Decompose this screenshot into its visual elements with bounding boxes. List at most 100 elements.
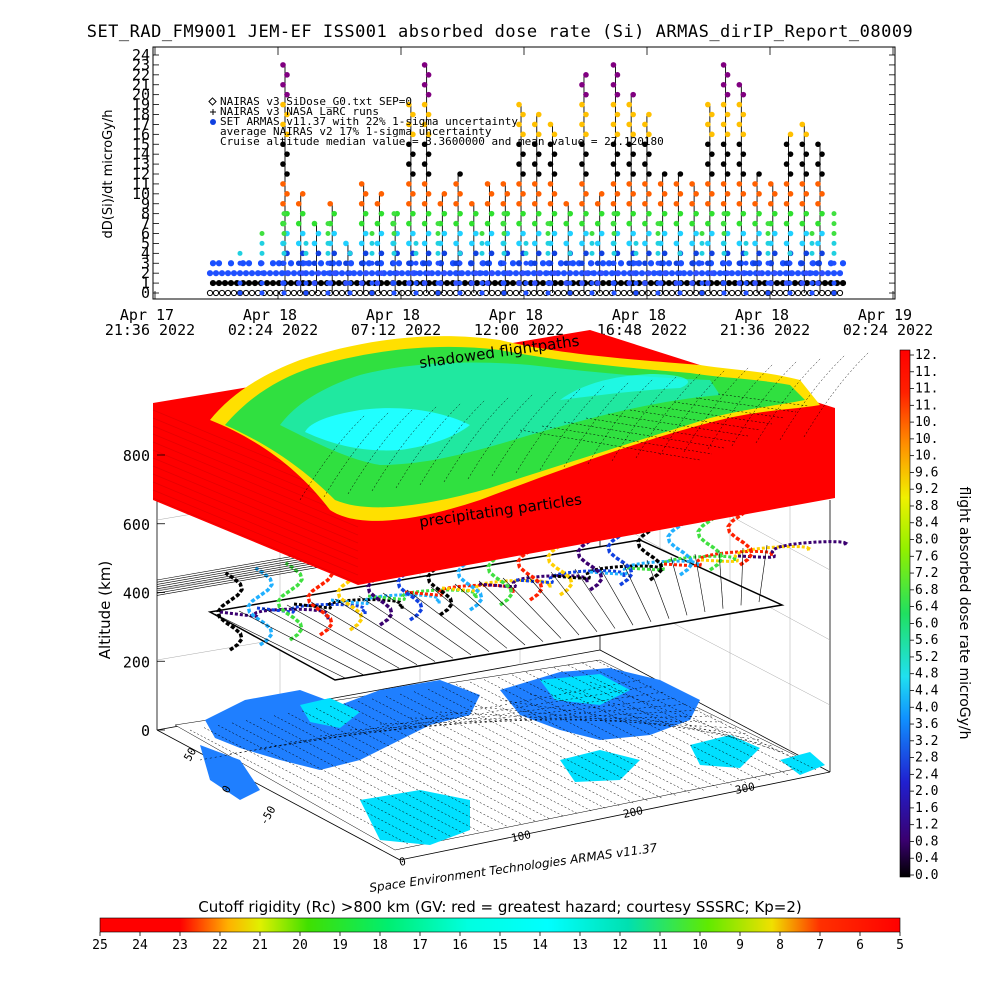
peak-point (378, 250, 385, 257)
bump-point (369, 240, 375, 246)
peak-point (457, 210, 463, 217)
peak-point (693, 250, 699, 257)
peak-point (547, 181, 554, 187)
bump-point (545, 280, 551, 286)
bump-point (743, 260, 749, 266)
x-tick-label: 16:48 2022 (597, 321, 687, 339)
dose-colorbar-tick-label: 0.0 (915, 868, 938, 883)
track-line (238, 610, 364, 675)
peak-point (531, 181, 538, 187)
peak-point (563, 220, 570, 227)
track-line (758, 544, 768, 603)
peak-point (484, 200, 491, 207)
baseline-point (506, 289, 514, 297)
peak-point (594, 280, 601, 286)
baseline-point (230, 289, 238, 297)
peak-point (410, 191, 416, 197)
map-track (315, 708, 537, 822)
baseline-point (224, 289, 232, 297)
baseline-point (791, 279, 799, 287)
peak-point (594, 200, 601, 207)
peak-point (473, 250, 479, 257)
bump-point (699, 270, 705, 276)
track-line (694, 553, 706, 613)
peak-point (551, 191, 558, 197)
peak-point (610, 62, 617, 68)
baseline-point (638, 270, 646, 277)
baseline-point (395, 260, 403, 267)
track-line (646, 559, 670, 619)
dose-colorbar-tick-label: 4.0 (915, 700, 938, 715)
map-track (469, 681, 691, 794)
bump-point (655, 240, 661, 246)
bump-point (479, 240, 485, 246)
bump-point (655, 290, 661, 296)
peak-point (598, 210, 605, 217)
bump-point (325, 240, 331, 246)
baseline-point (446, 270, 454, 277)
bump-point (545, 270, 551, 276)
bump-point (721, 240, 727, 246)
peak-point (740, 191, 747, 197)
peak-point (311, 260, 318, 267)
peak-point (646, 250, 652, 257)
baseline-point (638, 289, 646, 297)
peak-point (630, 91, 636, 98)
bump-point (501, 280, 507, 286)
map-track (455, 684, 677, 796)
baseline-point (554, 289, 562, 297)
bump-point (809, 260, 815, 266)
baseline-point (440, 289, 448, 297)
baseline-point (836, 289, 844, 297)
baseline-point (770, 289, 778, 297)
peak-point (771, 250, 778, 257)
bump-point (325, 221, 331, 227)
peak-point (579, 260, 585, 267)
peak-point (520, 151, 526, 157)
map-track (259, 717, 481, 833)
peak-point (724, 250, 731, 257)
peak-point (315, 270, 322, 276)
y-tick-label: 16 (132, 125, 150, 143)
longitude-tick-label: 100 (510, 828, 532, 845)
peak-point (709, 171, 715, 177)
peak-point (720, 81, 727, 88)
baseline-point (500, 289, 508, 297)
baseline-point (509, 260, 517, 267)
bump-point (699, 290, 705, 296)
bump-point (501, 270, 507, 276)
bump-point (369, 231, 375, 236)
peak-point (579, 280, 585, 286)
peak-point (358, 181, 365, 187)
peak-point (614, 72, 621, 78)
peak-point (453, 240, 459, 247)
bump-point (281, 240, 287, 246)
altitude-scene: shadowed flightpaths precipitating parti… (96, 330, 870, 895)
map-track (357, 700, 579, 815)
y-tick-label: 18 (132, 106, 150, 124)
map-track (499, 699, 761, 741)
peak-point (484, 220, 491, 227)
latitude-tick-label: 50 (181, 746, 199, 764)
bump-point (237, 260, 243, 266)
peak-point (771, 210, 778, 217)
peak-point (516, 121, 522, 128)
slab-stripe (152, 473, 359, 560)
bump-point (523, 260, 529, 266)
peak-point (520, 191, 526, 197)
peak-point (299, 210, 306, 217)
bump-point (435, 270, 441, 276)
peak-point (531, 121, 538, 128)
peak-point (331, 250, 338, 257)
longitude-tick-label: 300 (734, 780, 756, 797)
bump-point (259, 270, 265, 276)
peak-point (535, 191, 542, 197)
peak-point (783, 200, 790, 207)
bump-point (765, 240, 771, 246)
map-track (483, 679, 705, 791)
map-track (497, 676, 719, 789)
bump-point (413, 280, 419, 286)
peak-point (598, 250, 605, 257)
bump-point (699, 280, 705, 286)
